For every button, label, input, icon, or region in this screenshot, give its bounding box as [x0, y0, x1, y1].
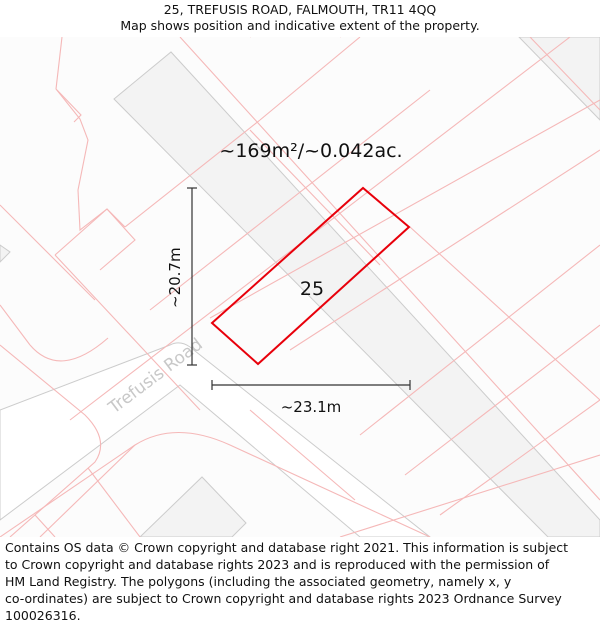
- height-measure-label: ~20.7m: [166, 247, 184, 308]
- copyright-line: 100026316.: [5, 608, 81, 623]
- copyright-line: HM Land Registry. The polygons (includin…: [5, 574, 512, 589]
- width-measure-label: ~23.1m: [281, 398, 342, 416]
- boundary-lines: [0, 37, 600, 537]
- copyright-line: to Crown copyright and database rights 2…: [5, 557, 550, 572]
- area-label: ~169m²/~0.042ac.: [219, 140, 402, 162]
- property-map[interactable]: Trefusis Road ~20.7m ~23.1m ~169m²/~0.04…: [0, 37, 600, 537]
- building-bottom: [139, 476, 247, 537]
- building-terrace-strip: [113, 51, 600, 537]
- map-header: 25, TREFUSIS ROAD, FALMOUTH, TR11 4QQ Ma…: [0, 0, 600, 37]
- plot-number-label: 25: [300, 278, 324, 300]
- copyright-line: co-ordinates) are subject to Crown copyr…: [5, 591, 562, 606]
- property-boundary: [210, 186, 411, 366]
- map-subtitle: Map shows position and indicative extent…: [120, 18, 480, 33]
- copyright-line: Contains OS data © Crown copyright and d…: [5, 540, 569, 555]
- width-measure: [211, 380, 411, 390]
- property-address-title: 25, TREFUSIS ROAD, FALMOUTH, TR11 4QQ: [163, 2, 437, 17]
- copyright-notice: Contains OS data © Crown copyright and d…: [5, 539, 597, 624]
- map-canvas: Trefusis Road ~20.7m ~23.1m ~169m²/~0.04…: [0, 37, 600, 537]
- buildings: [0, 37, 600, 537]
- building-left-edge: [0, 244, 11, 263]
- height-measure: [187, 187, 197, 366]
- building-top-right: [518, 37, 600, 121]
